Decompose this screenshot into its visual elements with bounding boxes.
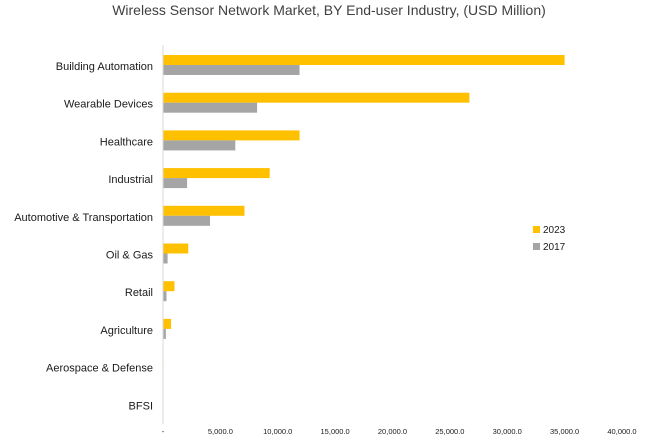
category-label: Oil & Gas — [106, 250, 154, 262]
x-tick-label: 25,000.0 — [435, 427, 464, 436]
x-tick-label: 40,000.0 — [607, 427, 636, 436]
bar-2023-oil-gas — [163, 243, 189, 254]
bar-2017-retail — [163, 291, 167, 302]
bar-2023-agriculture — [163, 318, 172, 329]
bar-2023-industrial — [163, 168, 270, 179]
category-label: Agriculture — [100, 325, 153, 337]
x-tick-label: 35,000.0 — [550, 427, 579, 436]
bar-2023-wearable-devices — [163, 92, 470, 103]
chart-title: Wireless Sensor Network Market, BY End-u… — [112, 2, 546, 18]
x-tick-label: 10,000.0 — [263, 427, 292, 436]
bar-2023-automotive-transportation — [163, 205, 245, 216]
bar-2023-healthcare — [163, 130, 300, 141]
bar-2017-healthcare — [163, 140, 236, 151]
x-tick-label: - — [162, 427, 165, 436]
bar-2017-wearable-devices — [163, 102, 258, 113]
category-label: Automotive & Transportation — [14, 212, 153, 224]
x-tick-label: 5,000.0 — [208, 427, 233, 436]
bar-2017-building-automation — [163, 65, 300, 75]
x-tick-labels: - 5,000.0 10,000.0 15,000.0 20,000.0 25,000.0… — [162, 427, 637, 436]
bar-2023-retail — [163, 281, 175, 292]
bar-2017-industrial — [163, 178, 188, 189]
category-label: Aerospace & Defense — [46, 363, 153, 375]
bar-2023-building-automation — [163, 55, 565, 65]
legend-swatch-2023 — [533, 226, 540, 233]
bar-2017-agriculture — [163, 328, 166, 339]
legend: 2023 2017 — [533, 225, 566, 253]
legend-swatch-2017 — [533, 243, 540, 250]
x-tick-label: 30,000.0 — [493, 427, 522, 436]
bar-2017-oil-gas — [163, 253, 168, 264]
category-label: BFSI — [129, 400, 153, 412]
bar-2017-automotive-transportation — [163, 215, 211, 226]
category-label: Retail — [125, 287, 153, 299]
x-tick-label: 20,000.0 — [378, 427, 407, 436]
legend-label-2023: 2023 — [543, 225, 566, 236]
category-label: Healthcare — [100, 136, 153, 148]
category-labels: Building Automation Wearable Devices Healt… — [14, 61, 153, 412]
category-label: Wearable Devices — [64, 99, 154, 111]
x-tick-label: 15,000.0 — [321, 427, 350, 436]
category-label: Building Automation — [56, 61, 153, 73]
bars — [163, 55, 565, 415]
category-label: Industrial — [108, 174, 153, 186]
legend-label-2017: 2017 — [543, 242, 566, 253]
